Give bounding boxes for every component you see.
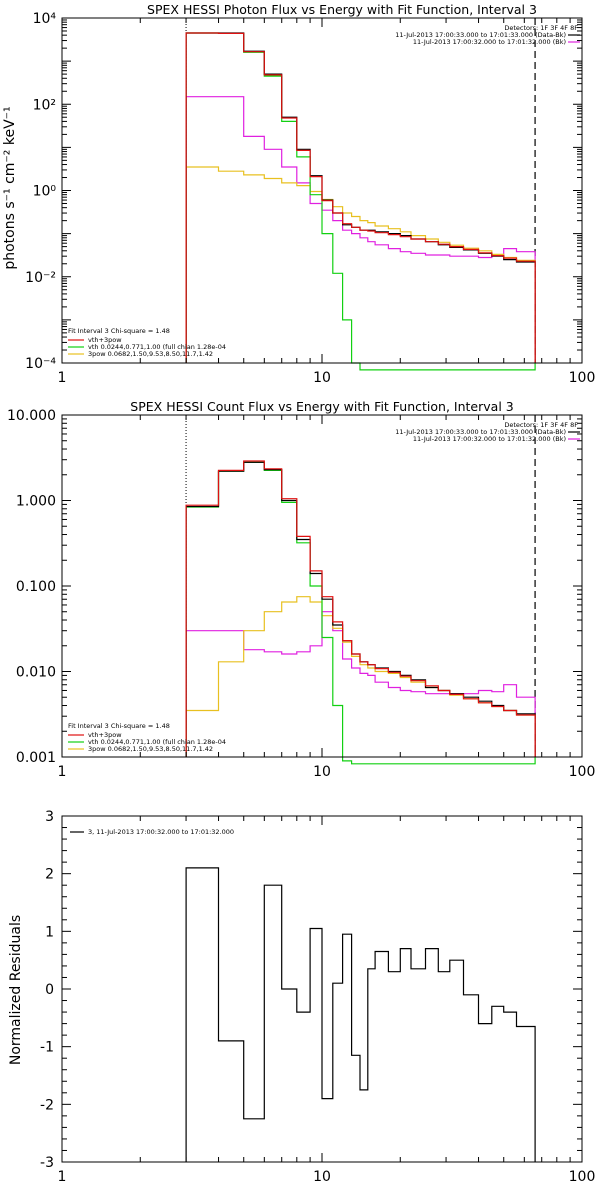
photon-flux-panel: SPEX HESSI Photon Flux vs Energy with Fi… [2, 2, 595, 386]
residuals-legend: 3, 11-Jul-2013 17:00:32.000 to 17:01:32.… [70, 828, 234, 836]
photon-flux-legend-bk-label: 11-Jul-2013 17:00:32.000 to 17:01:32.000… [413, 38, 566, 46]
count-flux-ytick-label: 1.000 [16, 494, 56, 510]
count-flux-ticks: 1 10 100 0.001 0.010 0.100 1.000 10.000 [7, 408, 595, 780]
count-flux-xtick-label: 10 [313, 764, 331, 780]
photon-flux-series-data-bk [185, 32, 536, 363]
residuals-series-residual [185, 867, 536, 1162]
photon-flux-series-vth [185, 32, 536, 371]
residuals-ytick-label: -2 [40, 1097, 54, 1113]
photon-flux-ytick-label: 10⁰ [33, 184, 57, 200]
count-flux-ytick-label: 0.001 [16, 750, 56, 766]
photon-flux-ytick-label: 10⁻⁴ [25, 356, 56, 372]
count-flux-xtick-label: 1 [58, 764, 67, 780]
photon-flux-ylabel: photons s⁻¹ cm⁻² keV⁻¹ [2, 106, 18, 269]
count-flux-legend-top: Detectors: 1F 3F 4F 8F 11-Jul-2013 17:00… [395, 421, 580, 443]
residuals-ytick-label: -3 [40, 1155, 54, 1171]
photon-flux-series-bk [185, 96, 536, 363]
residuals-xtick-label: 1 [58, 1169, 67, 1185]
count-flux-series [185, 415, 536, 765]
residuals-ytick-label: 0 [45, 982, 54, 998]
photon-flux-legend-top: Detectors: 1F 3F 4F 8F 11-Jul-2013 17:00… [395, 24, 580, 46]
residuals-series [185, 867, 536, 1162]
count-flux-legend-vth-label: vth 0.0244,0.771,1.00 (full chian 1.28e-… [88, 738, 226, 746]
count-flux-panel: SPEX HESSI Count Flux vs Energy with Fit… [7, 399, 595, 780]
photon-flux-legend-vth-label: vth 0.0244,0.771,1.00 (full chian 1.28e-… [88, 343, 226, 351]
count-flux-ytick-label: 0.010 [16, 665, 56, 681]
photon-flux-series-vth-3pow [185, 32, 536, 363]
photon-flux-ytick-label: 10² [33, 97, 56, 113]
residuals-ytick-label: -1 [40, 1040, 54, 1056]
photon-flux-ytick-label: 10⁻² [25, 270, 56, 286]
residuals-ytick-label: 1 [45, 924, 54, 940]
photon-flux-legend-model-label: vth+3pow [88, 336, 122, 344]
residuals-xtick-label: 100 [569, 1169, 596, 1185]
photon-flux-xtick-label: 1 [58, 370, 67, 386]
photon-flux-ticks: 1 10 100 10⁻⁴ 10⁻² 10⁰ 10² 10⁴ [25, 11, 595, 386]
photon-flux-xtick-label: 100 [569, 370, 596, 386]
count-flux-title: SPEX HESSI Count Flux vs Energy with Fit… [130, 399, 513, 414]
residuals-ticks: 1 10 100 -3 -2 -1 0 1 2 3 [40, 809, 595, 1185]
photon-flux-legend-bottom: Fit Interval 3 Chi-square = 1.48 vth+3po… [68, 327, 226, 358]
count-flux-legend-bk-label: 11-Jul-2013 17:00:32.000 to 17:01:32.000… [413, 435, 566, 443]
count-flux-series-bk [185, 611, 536, 757]
count-flux-legend-bottom: Fit Interval 3 Chi-square = 1.48 vth+3po… [68, 722, 226, 753]
photon-flux-xtick-label: 10 [313, 370, 331, 386]
photon-flux-series [185, 18, 536, 371]
count-flux-ytick-label: 10.000 [7, 408, 56, 424]
photon-flux-legend-3pow-label: 3pow 0.0682,1.50,9.53,8.50,11.7,1.42 [88, 350, 213, 358]
photon-flux-title: SPEX HESSI Photon Flux vs Energy with Fi… [147, 2, 537, 17]
residuals-ytick-label: 3 [45, 809, 54, 825]
residuals-legend-label: 3, 11-Jul-2013 17:00:32.000 to 17:01:32.… [88, 828, 234, 836]
count-flux-series-vth-3pow [185, 460, 536, 757]
count-flux-ytick-label: 0.100 [16, 579, 56, 595]
count-flux-detectors-label: Detectors: 1F 3F 4F 8F [504, 421, 578, 429]
photon-flux-chisq-label: Fit Interval 3 Chi-square = 1.48 [68, 327, 170, 335]
count-flux-legend-model-label: vth+3pow [88, 731, 122, 739]
photon-flux-ytick-label: 10⁴ [33, 11, 57, 27]
photon-flux-detectors-label: Detectors: 1F 3F 4F 8F [504, 24, 578, 32]
count-flux-xtick-label: 100 [569, 764, 596, 780]
residuals-panel: Normalized Residuals 1 10 100 -3 -2 -1 0 1 2 3 3,… [8, 809, 595, 1185]
residuals-ytick-label: 2 [45, 867, 54, 883]
count-flux-series-data-bk [185, 461, 536, 757]
photon-flux-series-3pow [185, 166, 536, 363]
photon-flux-legend-data-label: 11-Jul-2013 17:00:33.000 to 17:01:33.000… [395, 31, 566, 39]
residuals-xtick-label: 10 [313, 1169, 331, 1185]
residuals-ylabel: Normalized Residuals [8, 915, 24, 1065]
count-flux-legend-3pow-label: 3pow 0.0682,1.50,9.53,8.50,11.7,1.42 [88, 745, 213, 753]
count-flux-legend-data-label: 11-Jul-2013 17:00:33.000 to 17:01:33.000… [395, 428, 566, 436]
count-flux-chisq-label: Fit Interval 3 Chi-square = 1.48 [68, 722, 170, 730]
count-flux-series-vth [185, 461, 536, 765]
count-flux-series-3pow [185, 596, 536, 757]
